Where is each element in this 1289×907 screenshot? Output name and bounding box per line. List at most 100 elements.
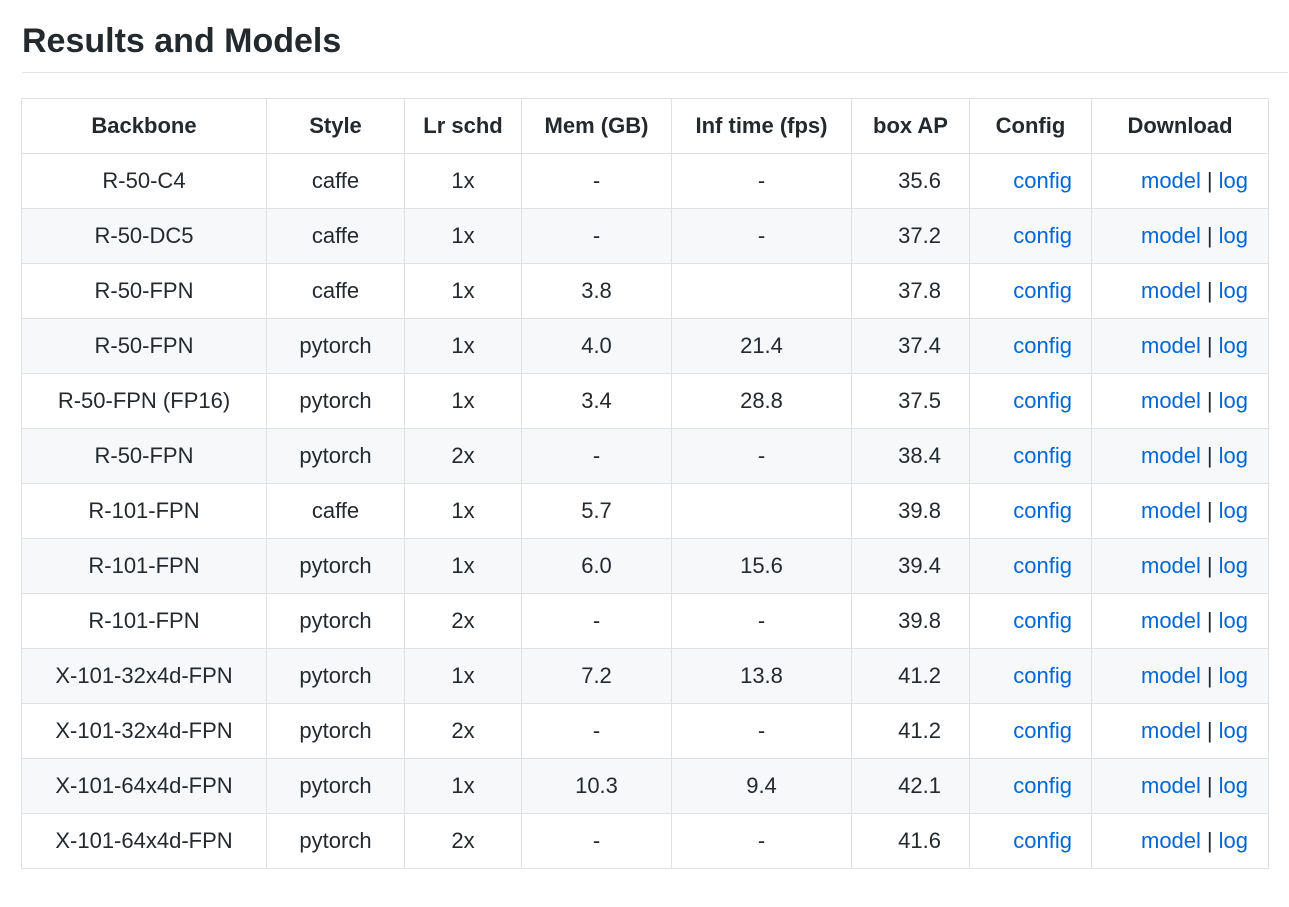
model-link[interactable]: model — [1141, 828, 1201, 853]
header-cell-box-ap: box AP — [851, 98, 970, 154]
cell-style: pytorch — [266, 373, 405, 429]
cell-lr-schd: 1x — [404, 208, 522, 264]
config-link[interactable]: config — [1013, 388, 1072, 413]
cell-backbone: R-101-FPN — [21, 593, 267, 649]
log-link[interactable]: log — [1218, 828, 1248, 853]
cell-lr-schd: 1x — [404, 648, 522, 704]
table-row: X-101-64x4d-FPN pytorch 2x - -41.6 config mode… — [21, 813, 1269, 869]
log-link[interactable]: log — [1218, 553, 1248, 578]
cell-config: config — [969, 153, 1092, 209]
cell-inf-time: - — [671, 593, 852, 649]
log-link[interactable]: log — [1218, 333, 1248, 358]
cell-box-ap: 37.5 — [851, 373, 970, 429]
table-header: Backbone Style Lr schd Mem (GB) Inf time… — [21, 98, 1269, 154]
cell-box-ap: 39.8 — [851, 593, 970, 649]
cell-download: model | log — [1091, 318, 1269, 374]
cell-inf-time — [671, 483, 852, 539]
table-row: R-50-FPN caffe 1x 3.8 37.8 config model | log — [21, 263, 1269, 319]
cell-style: pytorch — [266, 648, 405, 704]
link-separator: | — [1206, 333, 1213, 358]
header-cell-config: Config — [969, 98, 1092, 154]
model-link[interactable]: model — [1141, 663, 1201, 688]
table-row: R-101-FPN pytorch 2x - -39.8 config model | log — [21, 593, 1269, 649]
config-link[interactable]: config — [1013, 498, 1072, 523]
log-link[interactable]: log — [1218, 278, 1248, 303]
cell-mem: 3.8 — [521, 263, 672, 319]
cell-config: config — [969, 263, 1092, 319]
log-link[interactable]: log — [1218, 718, 1248, 743]
cell-lr-schd: 1x — [404, 318, 522, 374]
cell-config: config — [969, 703, 1092, 759]
cell-inf-time: 9.4 — [671, 758, 852, 814]
title-divider — [22, 72, 1288, 73]
cell-download: model | log — [1091, 428, 1269, 484]
link-separator: | — [1206, 663, 1213, 688]
cell-config: config — [969, 483, 1092, 539]
cell-lr-schd: 2x — [404, 593, 522, 649]
config-link[interactable]: config — [1013, 828, 1072, 853]
cell-lr-schd: 2x — [404, 813, 522, 869]
cell-backbone: R-50-DC5 — [21, 208, 267, 264]
cell-mem: - — [521, 703, 672, 759]
cell-config: config — [969, 373, 1092, 429]
cell-download: model | log — [1091, 813, 1269, 869]
model-link[interactable]: model — [1141, 608, 1201, 633]
log-link[interactable]: log — [1218, 168, 1248, 193]
log-link[interactable]: log — [1218, 388, 1248, 413]
log-link[interactable]: log — [1218, 608, 1248, 633]
config-link[interactable]: config — [1013, 773, 1072, 798]
config-link[interactable]: config — [1013, 608, 1072, 633]
log-link[interactable]: log — [1218, 773, 1248, 798]
model-link[interactable]: model — [1141, 388, 1201, 413]
link-separator: | — [1206, 388, 1213, 413]
cell-lr-schd: 1x — [404, 758, 522, 814]
model-link[interactable]: model — [1141, 278, 1201, 303]
link-separator: | — [1206, 443, 1213, 468]
cell-inf-time: 13.8 — [671, 648, 852, 704]
header-cell-mem: Mem (GB) — [521, 98, 672, 154]
cell-download: model | log — [1091, 648, 1269, 704]
log-link[interactable]: log — [1218, 663, 1248, 688]
log-link[interactable]: log — [1218, 223, 1248, 248]
cell-style: pytorch — [266, 593, 405, 649]
cell-box-ap: 37.4 — [851, 318, 970, 374]
cell-box-ap: 35.6 — [851, 153, 970, 209]
config-link[interactable]: config — [1013, 333, 1072, 358]
model-link[interactable]: model — [1141, 773, 1201, 798]
config-link[interactable]: config — [1013, 443, 1072, 468]
config-link[interactable]: config — [1013, 718, 1072, 743]
cell-mem: - — [521, 208, 672, 264]
cell-inf-time: - — [671, 813, 852, 869]
model-link[interactable]: model — [1141, 718, 1201, 743]
config-link[interactable]: config — [1013, 223, 1072, 248]
model-link[interactable]: model — [1141, 498, 1201, 523]
model-link[interactable]: model — [1141, 223, 1201, 248]
cell-download: model | log — [1091, 373, 1269, 429]
cell-box-ap: 38.4 — [851, 428, 970, 484]
cell-box-ap: 41.6 — [851, 813, 970, 869]
cell-config: config — [969, 648, 1092, 704]
table-row: X-101-32x4d-FPN pytorch 2x - -41.2 config mode… — [21, 703, 1269, 759]
model-link[interactable]: model — [1141, 168, 1201, 193]
config-link[interactable]: config — [1013, 168, 1072, 193]
header-cell-style: Style — [266, 98, 405, 154]
config-link[interactable]: config — [1013, 663, 1072, 688]
cell-mem: 10.3 — [521, 758, 672, 814]
model-link[interactable]: model — [1141, 553, 1201, 578]
log-link[interactable]: log — [1218, 498, 1248, 523]
model-link[interactable]: model — [1141, 443, 1201, 468]
cell-style: caffe — [266, 153, 405, 209]
config-link[interactable]: config — [1013, 553, 1072, 578]
cell-download: model | log — [1091, 538, 1269, 594]
config-link[interactable]: config — [1013, 278, 1072, 303]
cell-backbone: X-101-32x4d-FPN — [21, 703, 267, 759]
cell-style: pytorch — [266, 813, 405, 869]
table-row: R-50-FPN pytorch 1x 4.0 21.4 37.4 config model |… — [21, 318, 1269, 374]
log-link[interactable]: log — [1218, 443, 1248, 468]
table-row: R-50-FPN pytorch 2x - -38.4 config model | log — [21, 428, 1269, 484]
model-link[interactable]: model — [1141, 333, 1201, 358]
cell-download: model | log — [1091, 593, 1269, 649]
cell-mem: 4.0 — [521, 318, 672, 374]
cell-backbone: R-50-C4 — [21, 153, 267, 209]
cell-backbone: R-50-FPN (FP16) — [21, 373, 267, 429]
